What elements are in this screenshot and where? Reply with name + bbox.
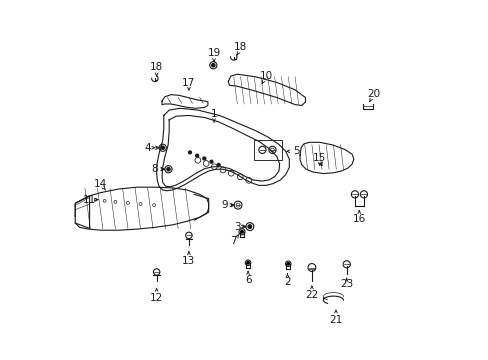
- Text: 13: 13: [182, 256, 195, 266]
- Text: 16: 16: [352, 215, 365, 224]
- Text: 6: 6: [244, 275, 251, 285]
- Circle shape: [195, 154, 198, 157]
- Circle shape: [240, 230, 243, 233]
- Text: 22: 22: [305, 291, 318, 301]
- Circle shape: [203, 157, 205, 160]
- Circle shape: [188, 151, 191, 154]
- Text: 5: 5: [293, 146, 299, 156]
- Text: 4: 4: [144, 143, 151, 153]
- Text: 11: 11: [83, 195, 96, 205]
- Text: 21: 21: [328, 315, 342, 325]
- Text: 14: 14: [94, 179, 107, 189]
- Circle shape: [217, 163, 220, 166]
- Text: 18: 18: [150, 62, 163, 72]
- Circle shape: [210, 160, 212, 163]
- Circle shape: [161, 146, 164, 149]
- Text: 8: 8: [151, 164, 158, 174]
- Text: 17: 17: [182, 78, 195, 88]
- Circle shape: [166, 168, 170, 171]
- Circle shape: [286, 263, 289, 265]
- Text: 9: 9: [221, 200, 227, 210]
- Text: 19: 19: [207, 48, 220, 58]
- Text: 23: 23: [339, 279, 353, 289]
- Text: 7: 7: [230, 236, 237, 246]
- Text: 1: 1: [210, 109, 217, 119]
- Text: 18: 18: [234, 42, 247, 52]
- Text: 2: 2: [284, 277, 290, 287]
- Circle shape: [211, 64, 214, 67]
- Text: 10: 10: [259, 71, 272, 81]
- Text: 12: 12: [150, 293, 163, 303]
- Circle shape: [246, 262, 249, 264]
- Text: 20: 20: [366, 89, 379, 99]
- Circle shape: [247, 225, 251, 228]
- Text: 15: 15: [312, 153, 326, 163]
- Text: 3: 3: [234, 222, 240, 231]
